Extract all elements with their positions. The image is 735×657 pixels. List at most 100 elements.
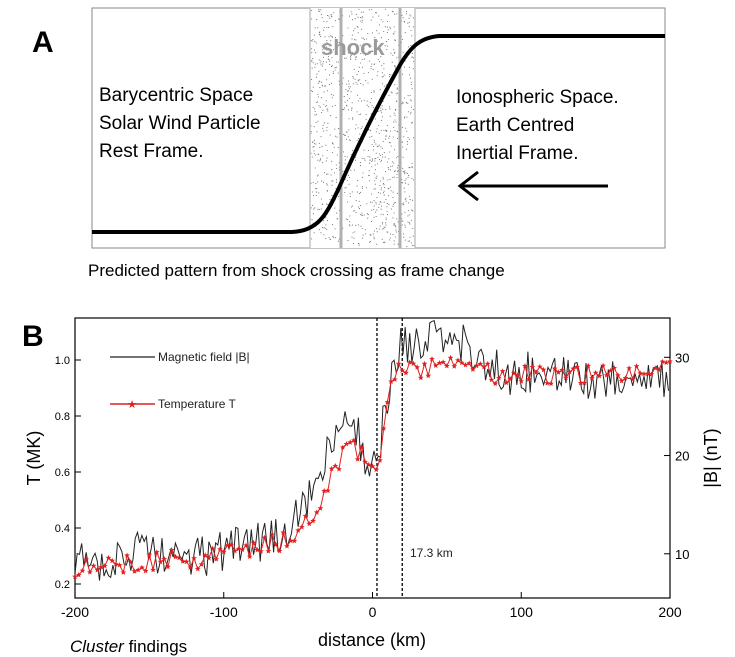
stipple-dot bbox=[401, 103, 403, 105]
stipple-dot bbox=[374, 141, 376, 143]
stipple-dot bbox=[315, 143, 317, 145]
temperature-point bbox=[458, 359, 465, 366]
panel-a-letter: A bbox=[32, 26, 54, 59]
stipple-dot bbox=[354, 18, 356, 20]
stipple-dot bbox=[394, 51, 396, 53]
stipple-dot bbox=[330, 40, 332, 42]
stipple-dot bbox=[355, 13, 357, 15]
x-tick-label: -100 bbox=[210, 604, 238, 620]
stipple-dot bbox=[401, 178, 403, 181]
stipple-dot bbox=[370, 65, 372, 68]
stipple-dot bbox=[412, 57, 414, 59]
stipple-dot bbox=[409, 199, 411, 201]
stipple-dot bbox=[394, 149, 396, 151]
stipple-dot bbox=[409, 14, 411, 16]
stipple-dot bbox=[407, 240, 409, 242]
temperature-point bbox=[202, 552, 208, 558]
stipple-dot bbox=[409, 236, 411, 238]
stipple-dot bbox=[402, 202, 405, 204]
stipple-dot bbox=[326, 108, 328, 110]
temperature-point bbox=[124, 552, 130, 558]
stipple-dot bbox=[356, 185, 358, 187]
stipple-dot bbox=[393, 33, 395, 35]
stipple-dot bbox=[342, 109, 344, 111]
stipple-dot bbox=[356, 111, 358, 113]
stipple-dot bbox=[330, 66, 332, 68]
stipple-dot bbox=[334, 104, 336, 106]
stipple-dot bbox=[354, 51, 356, 53]
stipple-dot bbox=[326, 190, 329, 192]
stipple-dot bbox=[326, 184, 328, 186]
stipple-dot bbox=[352, 210, 354, 212]
temperature-point bbox=[492, 380, 499, 387]
temperature-point bbox=[503, 379, 510, 386]
stipple-dot bbox=[373, 146, 375, 148]
stipple-dot bbox=[369, 101, 371, 104]
stipple-dot bbox=[402, 73, 404, 75]
stipple-dot bbox=[321, 146, 323, 148]
stipple-dot bbox=[352, 19, 354, 21]
temperature-point bbox=[663, 359, 670, 366]
stipple-dot bbox=[322, 127, 324, 129]
stipple-dot bbox=[380, 159, 383, 161]
x-axis-label: distance (km) bbox=[318, 630, 426, 650]
stipple-dot bbox=[325, 46, 327, 48]
stipple-dot bbox=[332, 49, 335, 51]
stipple-dot bbox=[386, 20, 389, 23]
stipple-dot bbox=[412, 179, 415, 181]
stipple-dot bbox=[357, 127, 359, 129]
stipple-dot bbox=[323, 103, 325, 105]
stipple-dot bbox=[368, 170, 370, 172]
stipple-dot bbox=[389, 186, 391, 188]
y-left-tick-label: 0.8 bbox=[55, 411, 70, 423]
stipple-dot bbox=[411, 81, 413, 83]
stipple-dot bbox=[372, 69, 374, 71]
stipple-dot bbox=[389, 76, 391, 78]
stipple-dot bbox=[394, 236, 397, 238]
stipple-dot bbox=[354, 27, 356, 29]
stipple-dot bbox=[320, 158, 322, 160]
stipple-dot bbox=[409, 113, 411, 115]
temperature-point bbox=[135, 567, 142, 573]
stipple-dot bbox=[325, 237, 327, 239]
stipple-dot bbox=[336, 154, 338, 156]
stipple-dot bbox=[326, 183, 328, 185]
temperature-point bbox=[406, 359, 413, 365]
temperature-point bbox=[451, 363, 458, 369]
temperature-point bbox=[220, 548, 227, 555]
stipple-dot bbox=[376, 197, 378, 199]
stipple-dot bbox=[351, 43, 354, 45]
stipple-dot bbox=[322, 49, 324, 51]
stipple-dot bbox=[311, 156, 313, 158]
stipple-dot bbox=[371, 32, 374, 34]
stipple-dot bbox=[317, 27, 319, 29]
stipple-dot bbox=[351, 53, 353, 55]
y-left-tick-label: 1.0 bbox=[55, 355, 70, 367]
stipple-dot bbox=[368, 129, 370, 131]
stipple-dot bbox=[407, 143, 409, 145]
stipple-dot bbox=[403, 204, 405, 206]
stipple-dot bbox=[312, 38, 314, 41]
stipple-dot bbox=[383, 241, 385, 243]
temperature-point bbox=[559, 367, 565, 373]
temperature-point bbox=[142, 568, 149, 574]
stipple-dot bbox=[321, 45, 323, 47]
temperature-point bbox=[154, 549, 160, 555]
stipple-dot bbox=[394, 65, 396, 67]
stipple-dot bbox=[314, 27, 316, 29]
stipple-dot bbox=[326, 173, 328, 175]
stipple-dot bbox=[374, 169, 376, 171]
stipple-dot bbox=[313, 232, 315, 234]
stipple-dot bbox=[342, 50, 344, 52]
temperature-point bbox=[180, 558, 186, 564]
stipple-dot bbox=[355, 124, 357, 126]
stipple-dot bbox=[381, 228, 383, 230]
stipple-dot bbox=[320, 136, 322, 138]
stipple-dot bbox=[407, 22, 409, 24]
stipple-dot bbox=[330, 82, 333, 84]
stipple-dot bbox=[357, 180, 359, 182]
stipple-dot bbox=[395, 157, 397, 159]
temperature-point bbox=[243, 542, 249, 548]
stipple-dot bbox=[322, 161, 324, 163]
stipple-dot bbox=[363, 149, 365, 151]
